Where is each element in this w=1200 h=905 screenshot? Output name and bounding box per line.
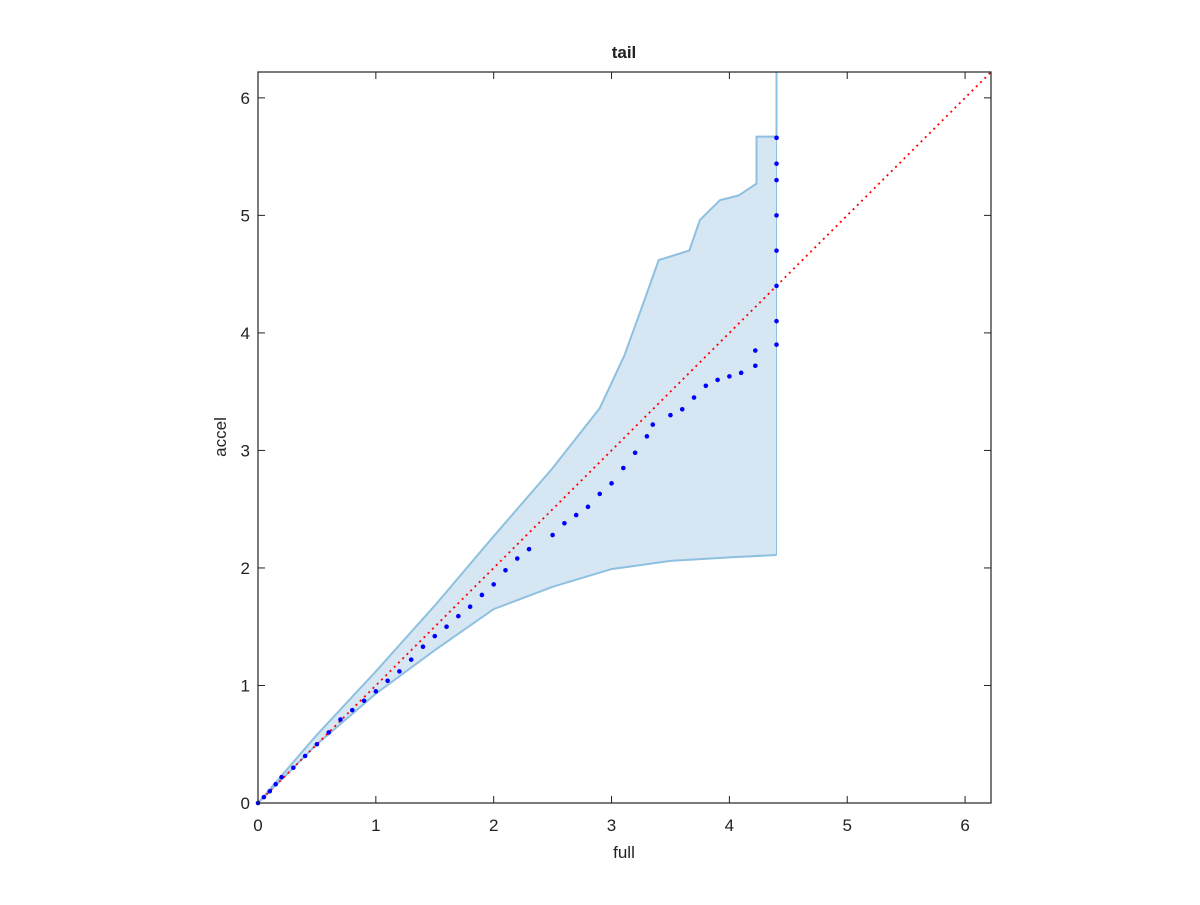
point [774,135,779,141]
point [774,213,779,218]
point [774,248,779,253]
y-tick-label: 5 [241,206,250,225]
point [503,568,508,573]
point [774,177,779,183]
band-edge [257,72,778,804]
point [597,491,603,497]
point [338,717,343,722]
point [632,450,638,456]
point [444,624,449,630]
point [291,765,296,771]
x-axis-label: full [613,843,635,862]
chart-title: tail [612,43,637,62]
point [715,377,720,383]
point [408,657,414,662]
point [738,370,744,376]
point [261,794,267,800]
point [753,348,758,353]
y-tick-label: 1 [241,676,250,695]
point [397,669,402,674]
point [456,613,461,619]
point [679,406,685,412]
point [491,582,496,587]
point [273,781,278,787]
point [753,363,758,369]
point [703,383,709,389]
point [644,434,650,439]
x-tick-label: 3 [607,816,616,835]
point [373,689,379,694]
point [385,678,390,684]
x-tick-label: 0 [253,816,262,835]
x-tick-label: 1 [371,816,380,835]
point [361,698,367,704]
y-axis-label: accel [211,417,230,457]
point [267,788,273,794]
point [279,774,284,780]
point [650,422,656,427]
point [420,644,426,649]
x-tick-label: 4 [725,816,734,835]
point [514,556,520,561]
point [479,592,485,598]
point [302,753,308,759]
point [774,318,779,324]
point [691,395,697,400]
point [349,707,355,713]
y-tick-label: 2 [241,559,250,578]
point [467,604,473,610]
point [774,283,779,289]
point [727,374,732,379]
x-tick-label: 2 [489,816,498,835]
y-tick-label: 4 [241,324,250,343]
point [573,512,579,518]
y-tick-label: 0 [241,794,250,813]
point [621,465,626,471]
point [326,730,332,735]
point [774,342,779,347]
x-tick-label: 6 [960,816,969,835]
band-fill [258,72,777,803]
point [585,504,591,510]
y-tick-label: 3 [241,441,250,460]
point [314,741,320,747]
point [432,633,438,639]
axes-box [257,71,992,804]
point [774,161,779,166]
y-tick-label: 6 [241,89,250,108]
reference-line [257,71,992,804]
band-edge [257,554,777,804]
point [562,520,567,526]
point [609,481,614,486]
point [526,546,532,552]
point [550,532,555,538]
x-tick-label: 5 [842,816,851,835]
point [668,412,673,418]
